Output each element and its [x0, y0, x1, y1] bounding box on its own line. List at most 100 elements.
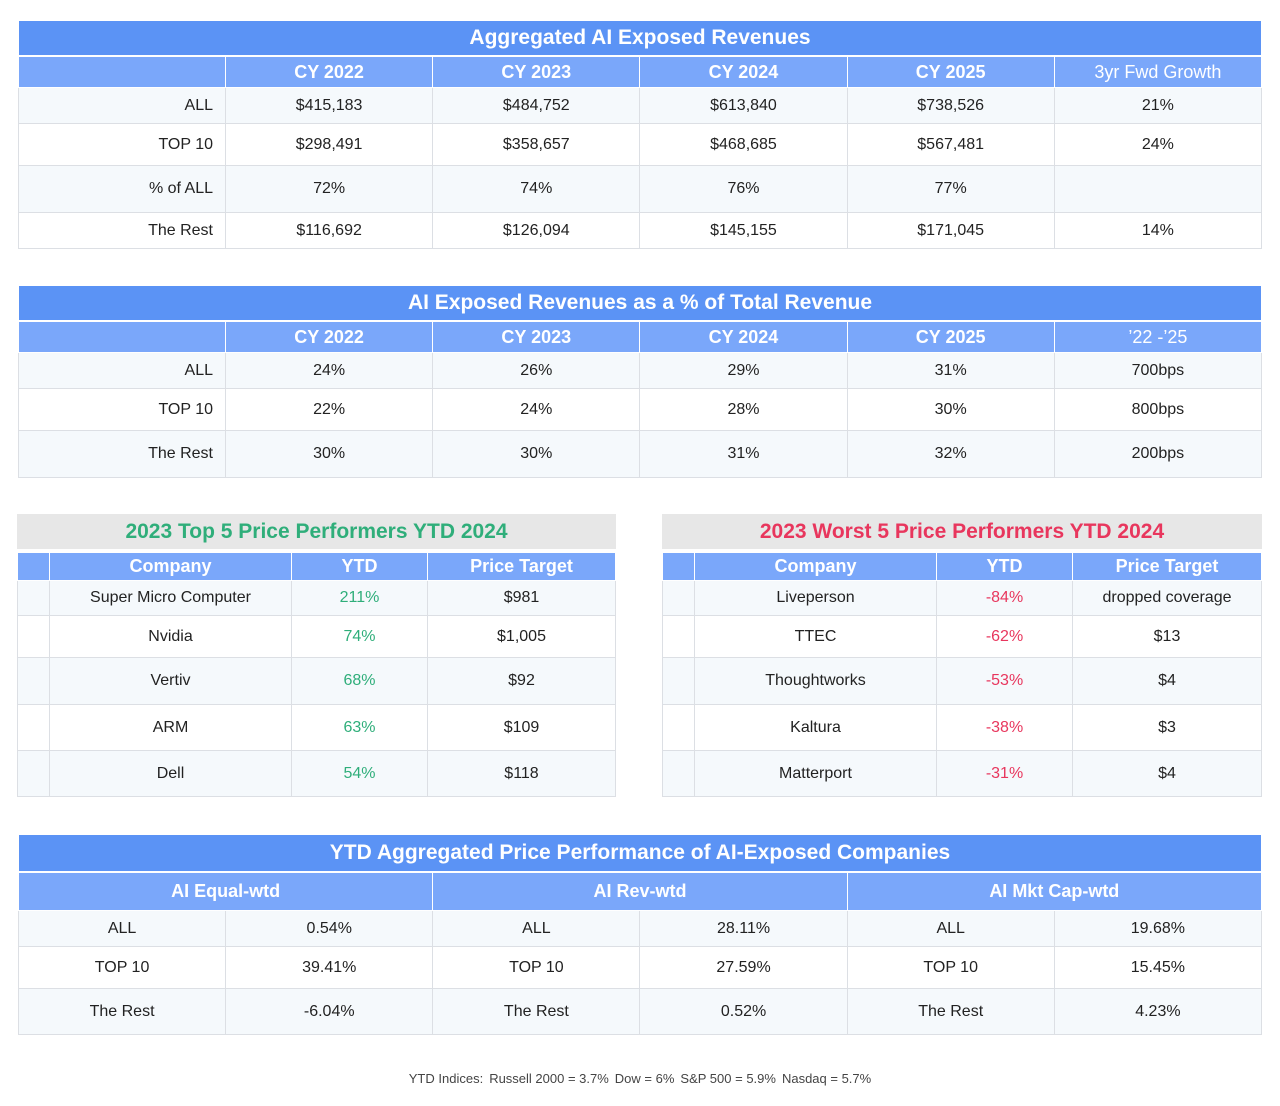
- table-row: TTEC -62% $13: [662, 615, 1262, 658]
- table-row: The Rest 30% 30% 31% 32% 200bps: [18, 430, 1263, 478]
- company-cell: Thoughtworks: [694, 657, 937, 705]
- company-cell: Super Micro Computer: [49, 580, 292, 616]
- footer-index: S&P 500 = 5.9%: [680, 1071, 776, 1086]
- table-row: Nvidia 74% $1,005: [17, 615, 616, 658]
- ytd-performance-title: YTD Aggregated Price Performance of AI-E…: [18, 834, 1262, 872]
- column-header: ’22 -’25: [1053, 321, 1263, 353]
- table-cell: 28%: [639, 388, 848, 431]
- table-cell: 21%: [1053, 87, 1263, 124]
- ytd-cell: -84%: [936, 580, 1073, 616]
- target-cell: $109: [427, 704, 616, 751]
- pct-revenue-table: CY 2022 CY 2023 CY 2024 CY 2025 ’22 -’25…: [18, 321, 1263, 478]
- row-spacer: [662, 580, 695, 616]
- aggregated-revenues-title: Aggregated AI Exposed Revenues: [18, 20, 1262, 56]
- column-header: CY 2025: [846, 56, 1055, 88]
- row-label: TOP 10: [432, 946, 641, 989]
- table-cell: 77%: [846, 165, 1055, 213]
- table-cell: 29%: [639, 352, 848, 389]
- company-cell: Nvidia: [49, 615, 292, 658]
- footer-index: Russell 2000 = 3.7%: [489, 1071, 609, 1086]
- row-label: % of ALL: [18, 165, 226, 213]
- table-cell: $358,657: [432, 123, 641, 166]
- row-label: ALL: [846, 910, 1055, 947]
- row-label: ALL: [432, 910, 641, 947]
- column-header: CY 2023: [432, 321, 641, 353]
- company-cell: Matterport: [694, 750, 937, 797]
- column-header: YTD: [936, 552, 1073, 581]
- table-cell: 0.52%: [639, 988, 848, 1035]
- table-cell: 27.59%: [639, 946, 848, 989]
- column-header: [17, 552, 50, 581]
- column-header: 3yr Fwd Growth: [1053, 56, 1263, 88]
- target-cell: $4: [1072, 657, 1262, 705]
- row-spacer: [662, 750, 695, 797]
- row-spacer: [17, 750, 50, 797]
- table-cell: $738,526: [846, 87, 1055, 124]
- table-cell: $126,094: [432, 212, 641, 249]
- column-header: CY 2023: [432, 56, 641, 88]
- row-label: The Rest: [846, 988, 1055, 1035]
- row-spacer: [17, 580, 50, 616]
- target-cell: $13: [1072, 615, 1262, 658]
- table-cell: [1053, 165, 1263, 213]
- company-cell: ARM: [49, 704, 292, 751]
- pct-revenue-section: AI Exposed Revenues as a % of Total Reve…: [18, 285, 1263, 478]
- table-row: Matterport -31% $4: [662, 750, 1262, 797]
- table-cell: $567,481: [846, 123, 1055, 166]
- company-cell: Dell: [49, 750, 292, 797]
- row-label: The Rest: [17, 988, 227, 1035]
- row-label: The Rest: [18, 430, 226, 478]
- table-cell: 14%: [1053, 212, 1263, 249]
- column-header: Price Target: [1072, 552, 1262, 581]
- column-header: [662, 552, 695, 581]
- table-cell: 24%: [224, 352, 434, 389]
- table-cell: 200bps: [1053, 430, 1263, 478]
- table-row: Thoughtworks -53% $4: [662, 657, 1262, 705]
- table-cell: $171,045: [846, 212, 1055, 249]
- table-cell: 0.54%: [225, 910, 434, 947]
- table-cell: $116,692: [224, 212, 434, 249]
- table-cell: 32%: [846, 430, 1055, 478]
- table-cell: $415,183: [224, 87, 434, 124]
- table-row: Dell 54% $118: [17, 750, 616, 797]
- table-row: TOP 10 39.41% TOP 10 27.59% TOP 10 15.45…: [17, 946, 1263, 989]
- target-cell: $118: [427, 750, 616, 797]
- table-cell: 28.11%: [639, 910, 848, 947]
- company-cell: TTEC: [694, 615, 937, 658]
- table-cell: 74%: [432, 165, 641, 213]
- ytd-cell: 211%: [291, 580, 428, 616]
- table-cell: 30%: [846, 388, 1055, 431]
- row-spacer: [17, 657, 50, 705]
- row-spacer: [17, 615, 50, 658]
- column-header: Price Target: [427, 552, 616, 581]
- company-cell: Kaltura: [694, 704, 937, 751]
- group-header: AI Equal-wtd: [17, 872, 434, 911]
- table-row: Liveperson -84% dropped coverage: [662, 580, 1262, 616]
- column-header: CY 2025: [846, 321, 1055, 353]
- table-cell: 24%: [432, 388, 641, 431]
- target-cell: $1,005: [427, 615, 616, 658]
- worst5-section: 2023 Worst 5 Price Performers YTD 2024 C…: [662, 514, 1262, 797]
- column-header: CY 2024: [639, 56, 848, 88]
- table-cell: 31%: [639, 430, 848, 478]
- row-label: TOP 10: [846, 946, 1055, 989]
- table-row: % of ALL 72% 74% 76% 77%: [18, 165, 1263, 213]
- table-cell: 800bps: [1053, 388, 1263, 431]
- table-row: Super Micro Computer 211% $981: [17, 580, 616, 616]
- footer-prefix: YTD Indices:: [408, 1071, 484, 1086]
- table-row: ARM 63% $109: [17, 704, 616, 751]
- row-label: ALL: [18, 352, 226, 389]
- ytd-cell: -31%: [936, 750, 1073, 797]
- target-cell: $3: [1072, 704, 1262, 751]
- row-label: ALL: [17, 910, 227, 947]
- company-cell: Liveperson: [694, 580, 937, 616]
- target-cell: $92: [427, 657, 616, 705]
- table-row: The Rest $116,692 $126,094 $145,155 $171…: [18, 212, 1263, 249]
- table-cell: -6.04%: [225, 988, 434, 1035]
- column-header: Company: [694, 552, 937, 581]
- table-cell: 72%: [224, 165, 434, 213]
- row-spacer: [17, 704, 50, 751]
- ytd-cell: 74%: [291, 615, 428, 658]
- footer-index: Nasdaq = 5.7%: [781, 1071, 872, 1086]
- table-cell: 31%: [846, 352, 1055, 389]
